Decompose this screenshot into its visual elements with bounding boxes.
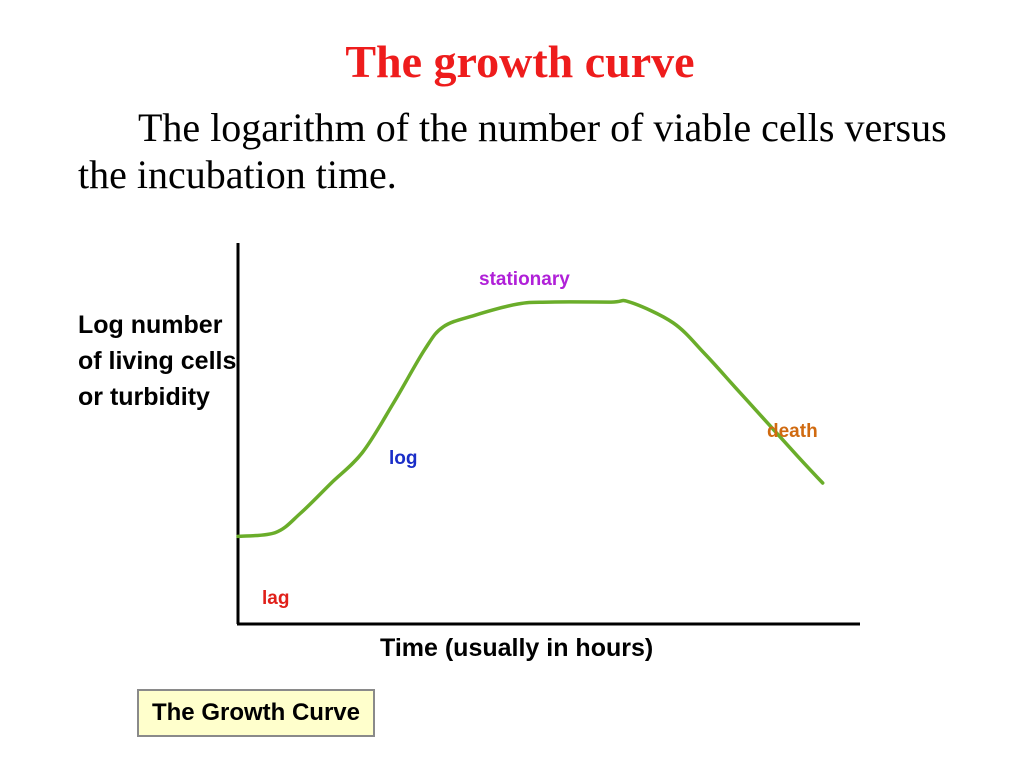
y-axis-label-line-3: or turbidity <box>78 383 210 411</box>
slide-title: The growth curve <box>345 36 695 87</box>
phase-label-stationary: stationary <box>479 269 570 290</box>
slide-description: The logarithm of the number of viable ce… <box>78 105 947 197</box>
y-axis-label-line-2: of living cells <box>78 347 236 375</box>
phase-label-lag: lag <box>262 588 289 609</box>
figure-caption: The Growth Curve <box>137 689 375 737</box>
phase-label-log: log <box>389 448 418 469</box>
y-axis-label-line-1: Log number <box>78 311 223 339</box>
x-axis-label: Time (usually in hours) <box>380 634 653 662</box>
phase-label-death: death <box>767 421 818 442</box>
growth-curve-line <box>236 298 825 539</box>
